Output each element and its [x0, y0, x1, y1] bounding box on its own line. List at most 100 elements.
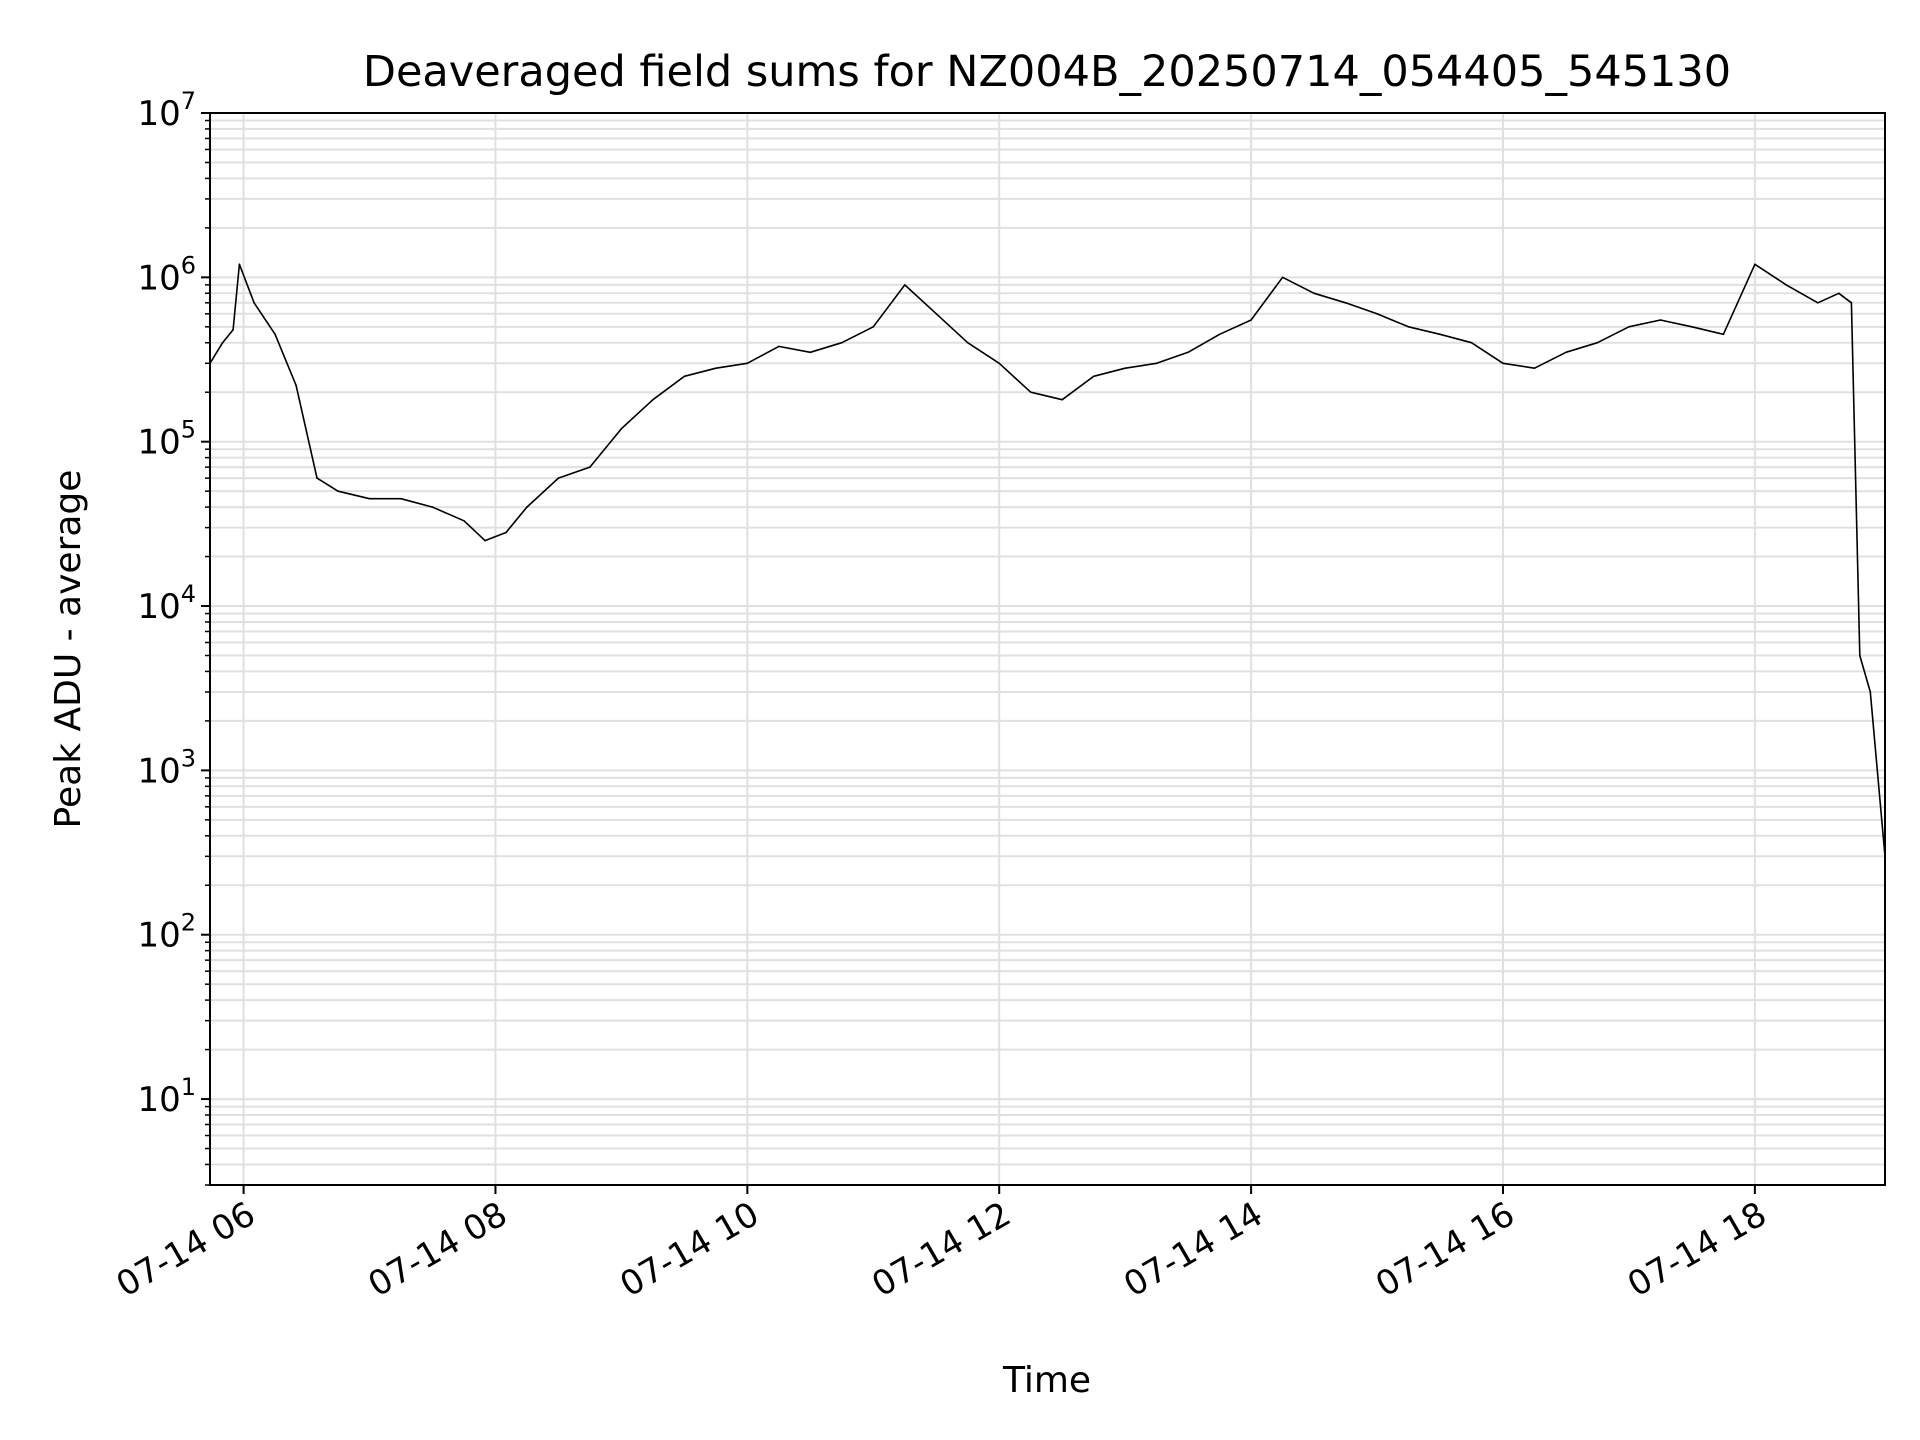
- series-layer: [209, 263, 1886, 858]
- series-line-0: [209, 263, 1886, 857]
- series-point: [1313, 292, 1315, 295]
- y-tick-base: 10: [137, 751, 180, 791]
- series-point: [966, 341, 969, 344]
- series-point: [526, 506, 528, 508]
- series-point: [1439, 333, 1441, 336]
- plot-frame: [209, 112, 1886, 1186]
- y-tick-exponent: 2: [181, 909, 196, 937]
- series-point: [935, 313, 938, 315]
- series-point: [652, 398, 654, 401]
- series-point: [1659, 319, 1662, 321]
- series-point: [809, 351, 812, 354]
- series-point: [316, 477, 318, 479]
- series-point: [1859, 654, 1861, 657]
- y-tick-exponent: 1: [181, 1073, 196, 1101]
- series-point: [274, 333, 276, 336]
- y-tick-exponent: 6: [181, 251, 196, 279]
- series-point: [238, 263, 241, 266]
- x-tick-label: 07-14 10: [613, 1194, 765, 1305]
- series-point: [904, 284, 906, 286]
- series-point: [1092, 375, 1095, 378]
- series-point: [715, 367, 717, 370]
- y-axis-label: Peak ADU - average: [48, 470, 89, 829]
- series-point: [872, 326, 875, 328]
- series-point: [1722, 333, 1725, 336]
- series-point: [232, 328, 234, 331]
- series-point: [1533, 367, 1536, 370]
- series-point: [1376, 313, 1378, 315]
- x-tick-label: 07-14 14: [1117, 1194, 1269, 1305]
- series-point: [484, 539, 486, 542]
- x-tick-label: 07-14 08: [362, 1194, 514, 1305]
- y-tick-base: 10: [137, 1080, 180, 1120]
- series-point: [1565, 351, 1567, 354]
- major-gridlines: [210, 112, 1885, 1185]
- series-point: [1155, 362, 1158, 365]
- series-point: [1850, 302, 1853, 304]
- series-point: [1124, 367, 1126, 370]
- y-tick-base: 10: [137, 916, 180, 956]
- y-tick-label: 101: [137, 1073, 196, 1120]
- x-tick-label: 07-14 12: [865, 1194, 1017, 1305]
- series-point: [431, 506, 434, 508]
- y-tick-label: 104: [137, 580, 196, 627]
- series-point: [463, 520, 465, 522]
- series-point: [557, 477, 560, 479]
- series-point: [1785, 284, 1788, 286]
- y-tick-base: 10: [137, 587, 180, 627]
- series-point: [620, 427, 623, 430]
- series-point: [1344, 302, 1347, 304]
- x-tick-label: 07-14 06: [110, 1194, 262, 1305]
- series-point: [1187, 351, 1189, 354]
- series-point: [683, 375, 686, 378]
- minor-gridlines: [210, 119, 1885, 1186]
- y-tick-label: 102: [137, 909, 196, 956]
- chart-title: Deaveraged field sums for NZ004B_2025071…: [363, 47, 1731, 97]
- series-point: [1817, 302, 1819, 304]
- series-point: [1502, 362, 1504, 365]
- x-tick-labels: 07-14 06 07-14 08 07-14 10 07-14 12 07-14 14…: [110, 1194, 1774, 1305]
- y-tick-label: 106: [137, 251, 196, 298]
- series-point: [1218, 333, 1221, 336]
- series-point: [337, 490, 339, 493]
- x-tick-label: 07-14 16: [1369, 1194, 1521, 1305]
- x-tick-label: 07-14 18: [1621, 1194, 1773, 1305]
- y-tick-label: 103: [137, 744, 196, 791]
- series-point: [1869, 691, 1872, 693]
- series-point: [505, 531, 507, 534]
- series-point: [400, 497, 402, 500]
- series-point: [841, 341, 843, 344]
- series-point: [1596, 341, 1599, 344]
- axis-ticks: [201, 112, 1756, 1194]
- series-point: [1061, 398, 1063, 401]
- series-point: [998, 362, 1000, 365]
- y-tick-exponent: 3: [181, 744, 196, 772]
- y-tick-label: 105: [137, 416, 196, 463]
- series-point: [253, 302, 255, 304]
- series-point: [221, 341, 224, 344]
- series-point: [1281, 276, 1284, 279]
- series-point: [1407, 326, 1410, 328]
- series-point: [778, 345, 780, 348]
- series-point: [295, 384, 297, 387]
- series-point: [1250, 319, 1252, 321]
- y-tick-base: 10: [137, 258, 180, 298]
- y-tick-exponent: 4: [181, 580, 196, 608]
- series-point: [368, 497, 371, 500]
- series-point: [1029, 391, 1032, 394]
- y-tick-exponent: 5: [181, 416, 196, 444]
- y-tick-label: 107: [137, 87, 196, 134]
- series-point: [589, 466, 591, 468]
- series-point: [1470, 341, 1473, 344]
- x-axis-label: Time: [1002, 1360, 1091, 1401]
- y-tick-exponent: 7: [181, 87, 196, 115]
- series-point: [746, 362, 749, 365]
- y-tick-base: 10: [137, 94, 180, 134]
- series-point: [1628, 326, 1630, 328]
- y-tick-base: 10: [137, 423, 180, 463]
- series-point: [1838, 292, 1840, 295]
- series-point: [1754, 263, 1756, 266]
- series-point: [1691, 326, 1693, 328]
